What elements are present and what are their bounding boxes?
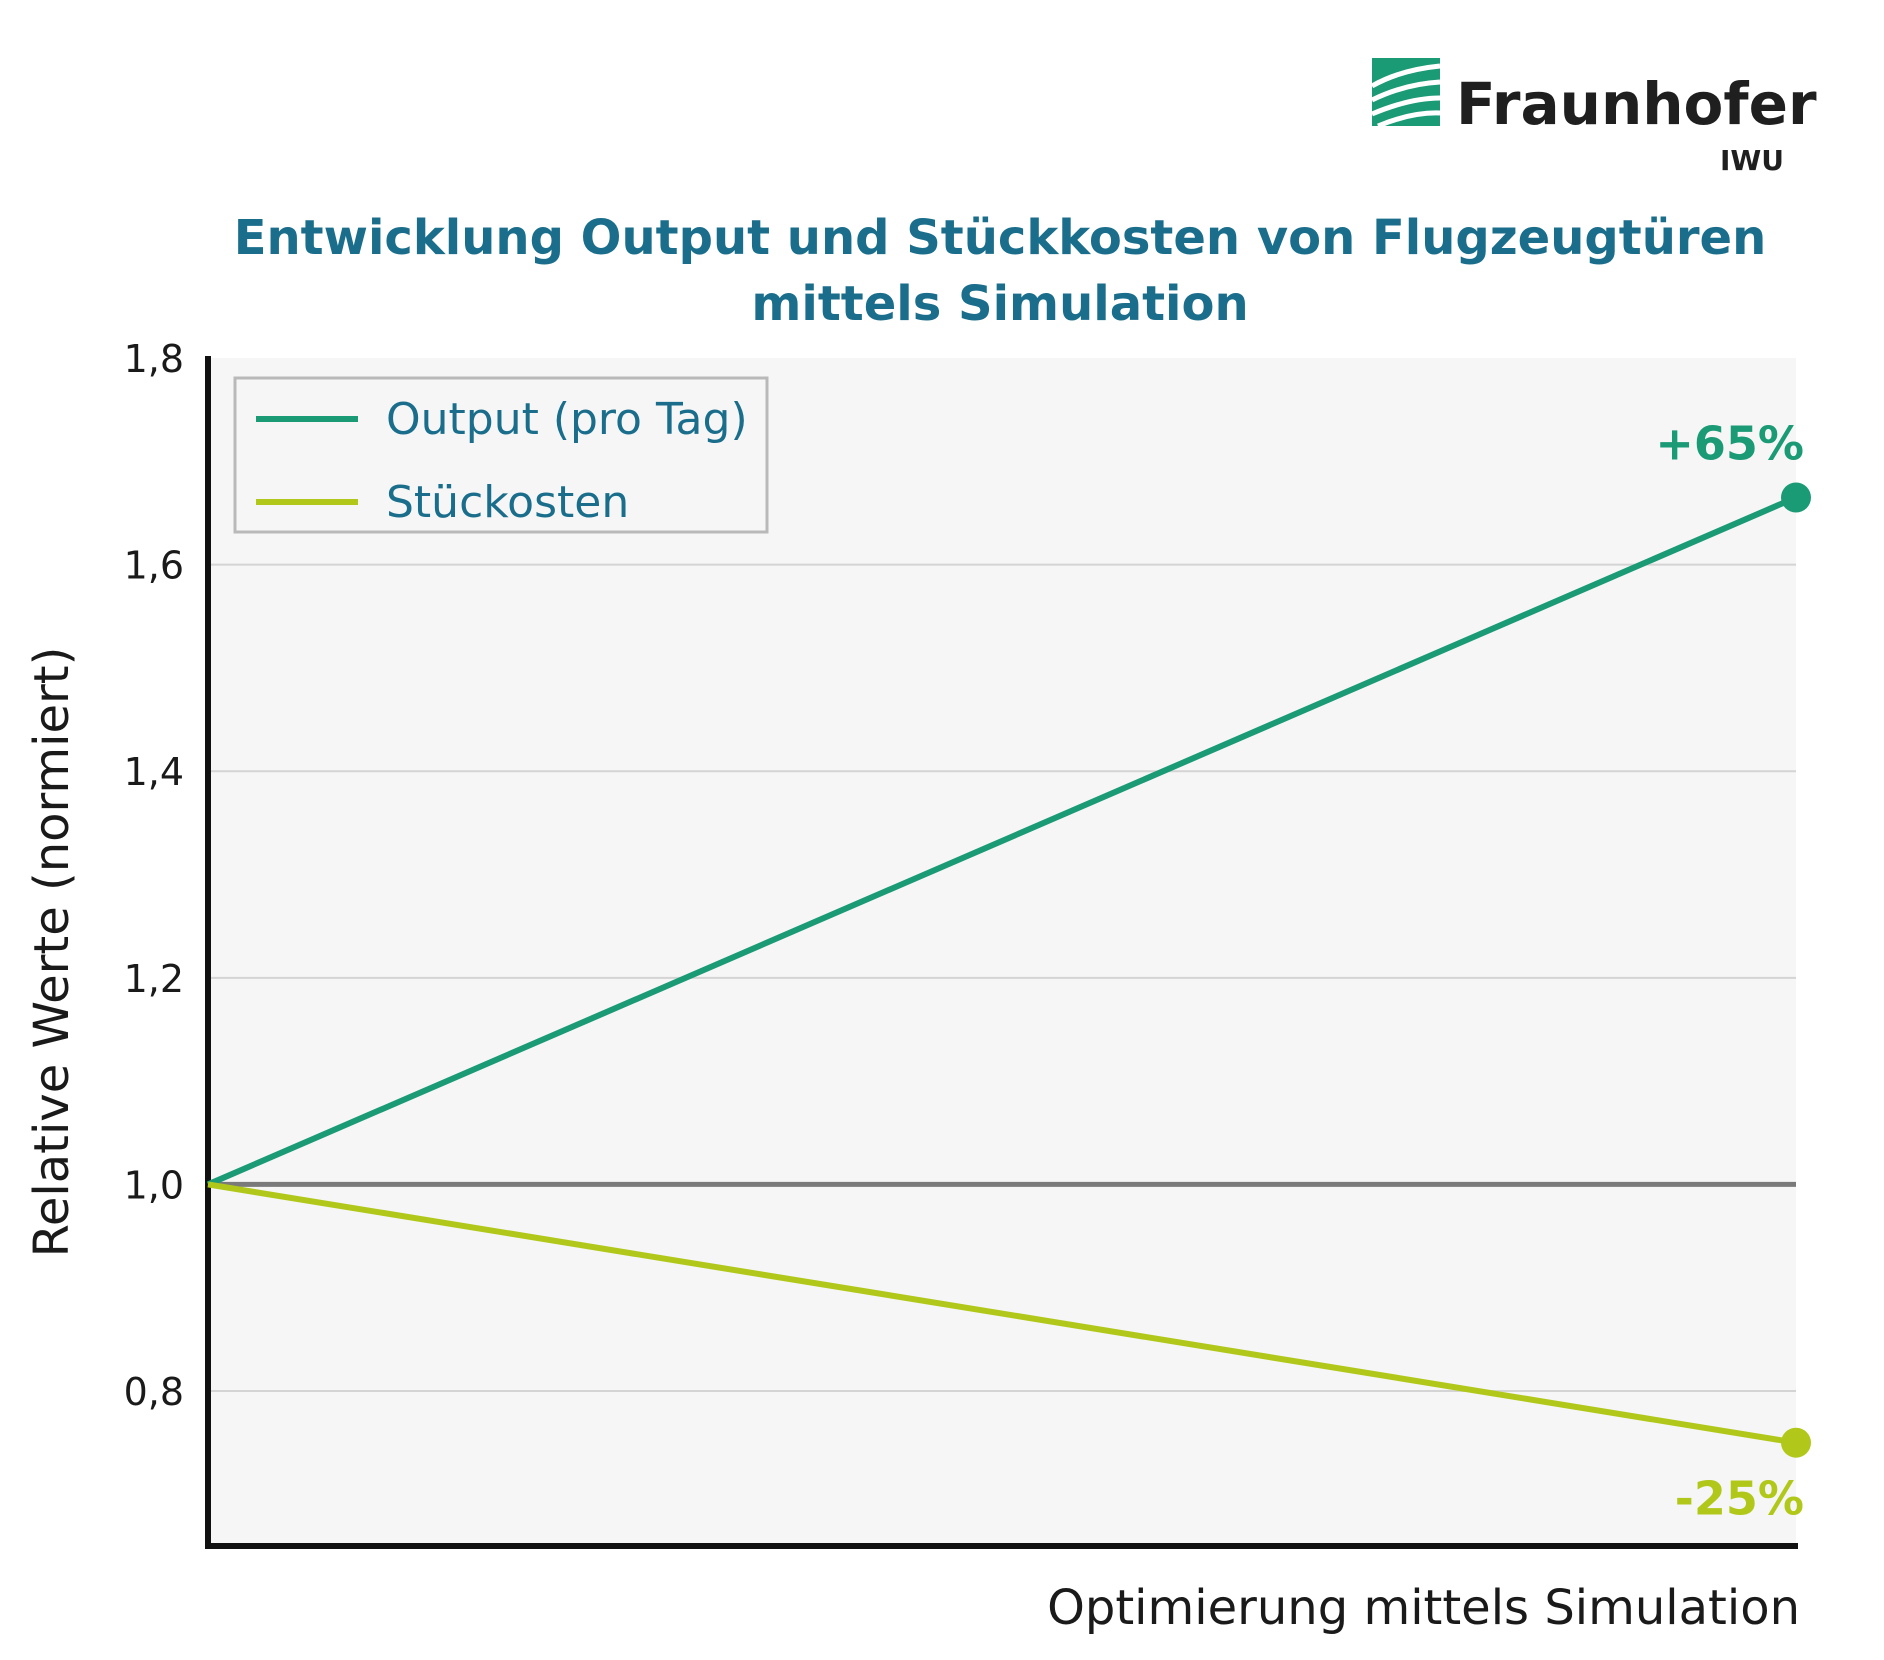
series-markers — [1781, 482, 1811, 1458]
plot-area — [208, 358, 1796, 1546]
y-tick-label: 1,0 — [124, 1163, 184, 1207]
y-tick-label: 0,8 — [124, 1370, 184, 1414]
chart-title-line-2: mittels Simulation — [751, 276, 1248, 332]
legend-box — [233, 376, 769, 534]
fraunhofer-logo-mark-icon — [1370, 58, 1441, 129]
y-axis-title: Relative Werte (normiert) — [24, 647, 80, 1258]
legend: Output (pro Tag) Stückosten — [233, 376, 769, 534]
x-axis-title: Optimierung mittels Simulation — [1047, 1580, 1800, 1636]
y-tick-label: 1,4 — [124, 750, 184, 794]
series-annotations: +65% -25% — [1655, 416, 1804, 1525]
chart-title-line-1: Entwicklung Output und Stückkosten von F… — [234, 210, 1767, 266]
annotation-stueckosten: -25% — [1675, 1472, 1804, 1526]
legend-label-stueckosten: Stückosten — [386, 477, 629, 528]
y-tick-label: 1,2 — [124, 957, 184, 1001]
annotation-output: +65% — [1655, 416, 1804, 470]
end-marker-output — [1781, 482, 1811, 513]
grid-lines — [208, 563, 1796, 1393]
series-line-output — [206, 494, 1798, 1188]
logo-name: Fraunhofer — [1456, 70, 1817, 138]
y-tick-labels: 1,8 1,6 1,4 1,2 1,0 0,8 — [124, 337, 184, 1414]
legend-label-output: Output (pro Tag) — [386, 394, 748, 445]
fraunhofer-logo: Fraunhofer IWU — [1370, 58, 1817, 177]
end-marker-stueckosten — [1781, 1427, 1811, 1458]
y-tick-label: 1,6 — [124, 544, 184, 588]
y-tick-label: 1,8 — [124, 337, 184, 381]
series-line-stueckosten — [207, 1181, 1797, 1446]
series-lines — [206, 494, 1798, 1446]
logo-sub: IWU — [1720, 144, 1784, 177]
